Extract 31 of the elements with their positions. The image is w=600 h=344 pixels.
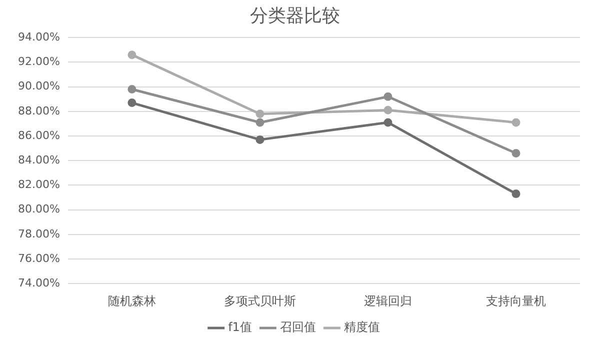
- y-tick-label: 92.00%: [18, 55, 60, 68]
- y-tick-label: 82.00%: [18, 178, 60, 192]
- point: [128, 85, 136, 94]
- y-tick-label: 84.00%: [18, 153, 60, 166]
- y-tick-label: 78.00%: [18, 227, 60, 240]
- point: [384, 118, 392, 127]
- point: [512, 190, 520, 198]
- legend-label: 精度值: [344, 320, 380, 334]
- point: [512, 118, 520, 127]
- chart-title: 分类器比较: [250, 5, 340, 26]
- y-tick-label: 80.00%: [18, 202, 60, 216]
- point: [256, 118, 264, 127]
- y-tick-label: 76.00%: [18, 252, 60, 265]
- y-tick-label: 74.00%: [18, 276, 60, 290]
- x-tick-label: 随机森林: [108, 294, 156, 308]
- legend-label: 召回值: [280, 320, 316, 334]
- x-tick-label: 逻辑回归: [364, 294, 412, 308]
- x-tick-label: 多项式贝叶斯: [224, 294, 296, 308]
- y-tick-label: 94.00%: [18, 30, 60, 44]
- point: [128, 50, 136, 60]
- point: [256, 135, 264, 144]
- y-tick-label: 86.00%: [18, 128, 60, 142]
- y-tick-label: 90.00%: [18, 80, 60, 93]
- point: [512, 148, 520, 158]
- x-tick-label: 支持向量机: [486, 294, 546, 308]
- point: [256, 110, 264, 118]
- point: [384, 92, 392, 101]
- point: [384, 106, 392, 114]
- y-tick-label: 88.00%: [18, 104, 60, 118]
- legend-label: f1值: [228, 320, 252, 334]
- point: [128, 98, 136, 108]
